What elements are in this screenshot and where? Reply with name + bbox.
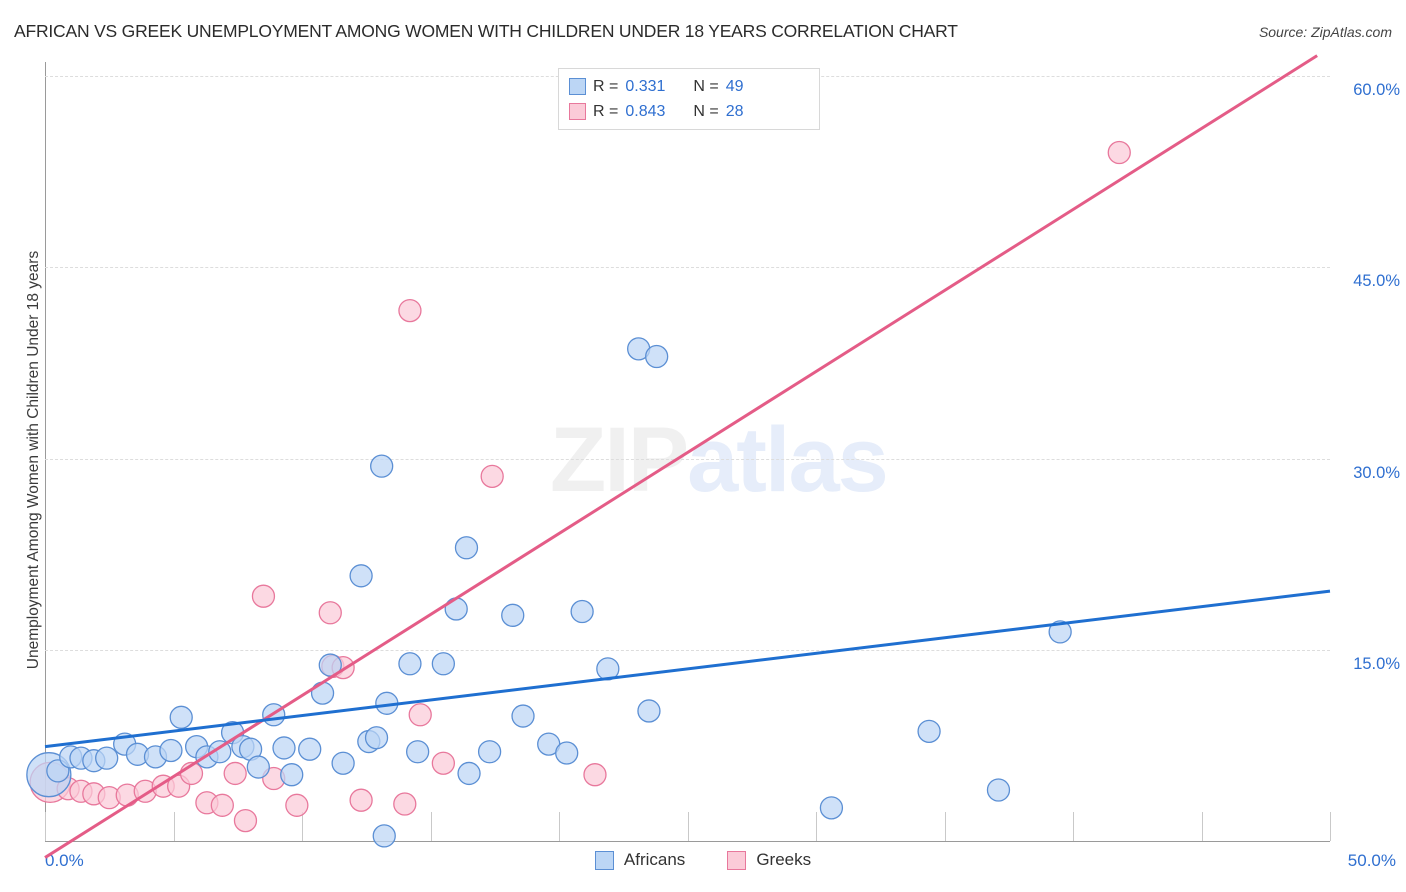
x-axis-min-label: 0.0% — [45, 851, 84, 870]
legend-r-value-africans: 0.331 — [625, 77, 666, 95]
legend-n-label-africans: N = — [693, 77, 719, 95]
data-point[interactable] — [233, 808, 258, 833]
y-axis-line — [45, 62, 46, 841]
data-point[interactable] — [298, 737, 322, 761]
data-point[interactable] — [398, 652, 422, 676]
x-axis-tick — [944, 812, 946, 841]
correlation-legend: R = 0.331 N = 49 R = 0.843 N = 28 — [558, 68, 820, 130]
trendline-africans — [44, 589, 1331, 749]
data-point[interactable] — [408, 703, 432, 727]
x-axis-tick — [45, 812, 46, 841]
legend-swatch-greeks — [569, 103, 586, 120]
data-point[interactable] — [583, 763, 607, 787]
legend-r-value-greeks: 0.843 — [625, 102, 666, 120]
data-point[interactable] — [645, 344, 669, 369]
legend-n-value-africans: 49 — [725, 77, 744, 95]
data-point[interactable] — [454, 536, 479, 560]
data-point[interactable] — [480, 464, 504, 489]
page-title: AFRICAN VS GREEK UNEMPLOYMENT AMONG WOME… — [14, 21, 958, 41]
data-point[interactable] — [986, 778, 1011, 802]
legend-r-label-greeks: R = — [593, 102, 619, 120]
series-africans — [26, 337, 1072, 848]
data-point[interactable] — [251, 584, 276, 608]
data-point[interactable] — [364, 726, 389, 750]
legend-r-label-africans: R = — [593, 77, 619, 95]
data-point[interactable] — [285, 793, 309, 817]
data-point[interactable] — [310, 681, 335, 705]
data-point[interactable] — [169, 705, 193, 729]
data-point[interactable] — [405, 740, 430, 764]
x-axis-max-label: 50.0% — [1347, 851, 1396, 870]
x-axis-tick — [687, 812, 689, 841]
y-axis-tick-label: 15.0% — [1353, 654, 1400, 673]
data-point[interactable] — [457, 761, 481, 786]
gridline — [45, 649, 1330, 651]
data-point[interactable] — [1107, 140, 1131, 165]
x-axis-tick — [559, 812, 560, 841]
data-point[interactable] — [431, 751, 456, 775]
data-point[interactable] — [95, 746, 119, 770]
data-point[interactable] — [208, 740, 232, 764]
series-legend-item-greeks[interactable]: Greeks — [727, 850, 811, 870]
data-point[interactable] — [477, 740, 502, 764]
trendlines — [44, 54, 1331, 859]
x-axis-tick — [430, 812, 432, 841]
y-axis-tick-label: 60.0% — [1353, 81, 1400, 100]
data-point[interactable] — [370, 454, 394, 478]
series-legend: Africans Greeks — [0, 850, 1406, 870]
y-axis-tick-label: 30.0% — [1353, 463, 1400, 482]
series-legend-label-greeks: Greeks — [756, 850, 812, 869]
x-axis-tick — [302, 812, 303, 841]
x-axis-tick — [816, 812, 817, 841]
series-legend-swatch-africans — [594, 850, 614, 870]
gridline — [45, 458, 1330, 460]
data-point[interactable] — [349, 788, 373, 812]
x-axis-tick — [173, 812, 175, 841]
gridline — [45, 267, 1330, 269]
data-point[interactable] — [501, 603, 525, 627]
data-point[interactable] — [555, 741, 579, 765]
data-point[interactable] — [331, 751, 355, 775]
data-point[interactable] — [393, 792, 417, 816]
data-point[interactable] — [570, 599, 594, 624]
data-point[interactable] — [272, 736, 296, 760]
data-point[interactable] — [398, 298, 422, 323]
x-axis-tick — [1201, 812, 1203, 841]
data-point[interactable] — [280, 763, 304, 787]
data-point[interactable] — [1048, 620, 1072, 644]
legend-row-africans: R = 0.331 N = 49 — [569, 74, 809, 99]
data-point[interactable] — [444, 597, 468, 621]
data-point[interactable] — [372, 824, 396, 848]
x-axis-tick — [1073, 812, 1074, 841]
legend-n-value-greeks: 28 — [725, 102, 744, 120]
data-point[interactable] — [431, 652, 456, 676]
data-point[interactable] — [223, 761, 247, 786]
data-point[interactable] — [159, 738, 183, 763]
legend-swatch-africans — [569, 78, 586, 95]
data-point[interactable] — [917, 719, 941, 744]
source-label: Source: ZipAtlas.com — [1258, 24, 1392, 40]
legend-n-label-greeks: N = — [693, 102, 719, 120]
legend-row-greeks: R = 0.843 N = 28 — [569, 99, 809, 124]
data-point[interactable] — [819, 796, 844, 820]
data-point[interactable] — [210, 793, 234, 817]
y-axis-tick-label: 45.0% — [1353, 272, 1400, 291]
trendline-greeks — [44, 54, 1318, 859]
data-point[interactable] — [318, 601, 342, 625]
series-legend-label-africans: Africans — [623, 850, 686, 869]
data-point[interactable] — [637, 699, 661, 723]
data-point[interactable] — [511, 704, 535, 728]
series-legend-swatch-greeks — [727, 850, 747, 870]
data-point[interactable] — [349, 564, 373, 588]
data-point[interactable] — [246, 755, 270, 779]
x-axis-tick — [1330, 812, 1331, 841]
series-legend-item-africans[interactable]: Africans — [594, 850, 686, 870]
x-axis-line — [45, 841, 1330, 842]
